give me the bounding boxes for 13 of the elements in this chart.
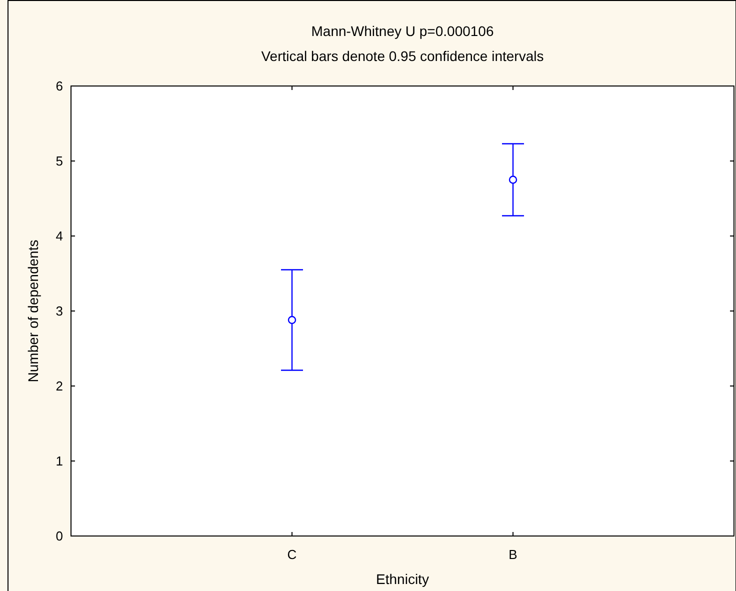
- y-axis-title: Number of dependents: [25, 240, 41, 382]
- y-tick-label: 2: [56, 378, 63, 394]
- y-tick-label: 0: [56, 528, 63, 544]
- y-tick-label: 5: [56, 154, 63, 169]
- chart-subtitle: Vertical bars denote 0.95 confidence intervals: [261, 48, 544, 64]
- y-tick-label: 4: [56, 228, 63, 244]
- y-tick-label: 3: [56, 304, 63, 319]
- x-tick-label: C: [287, 547, 297, 562]
- x-tick-label: B: [508, 547, 518, 562]
- x-axis-title: Ethnicity: [376, 571, 429, 587]
- y-tick-label: 1: [56, 454, 63, 469]
- chart-title: Mann-Whitney U p=0.000106: [311, 23, 494, 39]
- y-tick-label: 6: [56, 78, 63, 94]
